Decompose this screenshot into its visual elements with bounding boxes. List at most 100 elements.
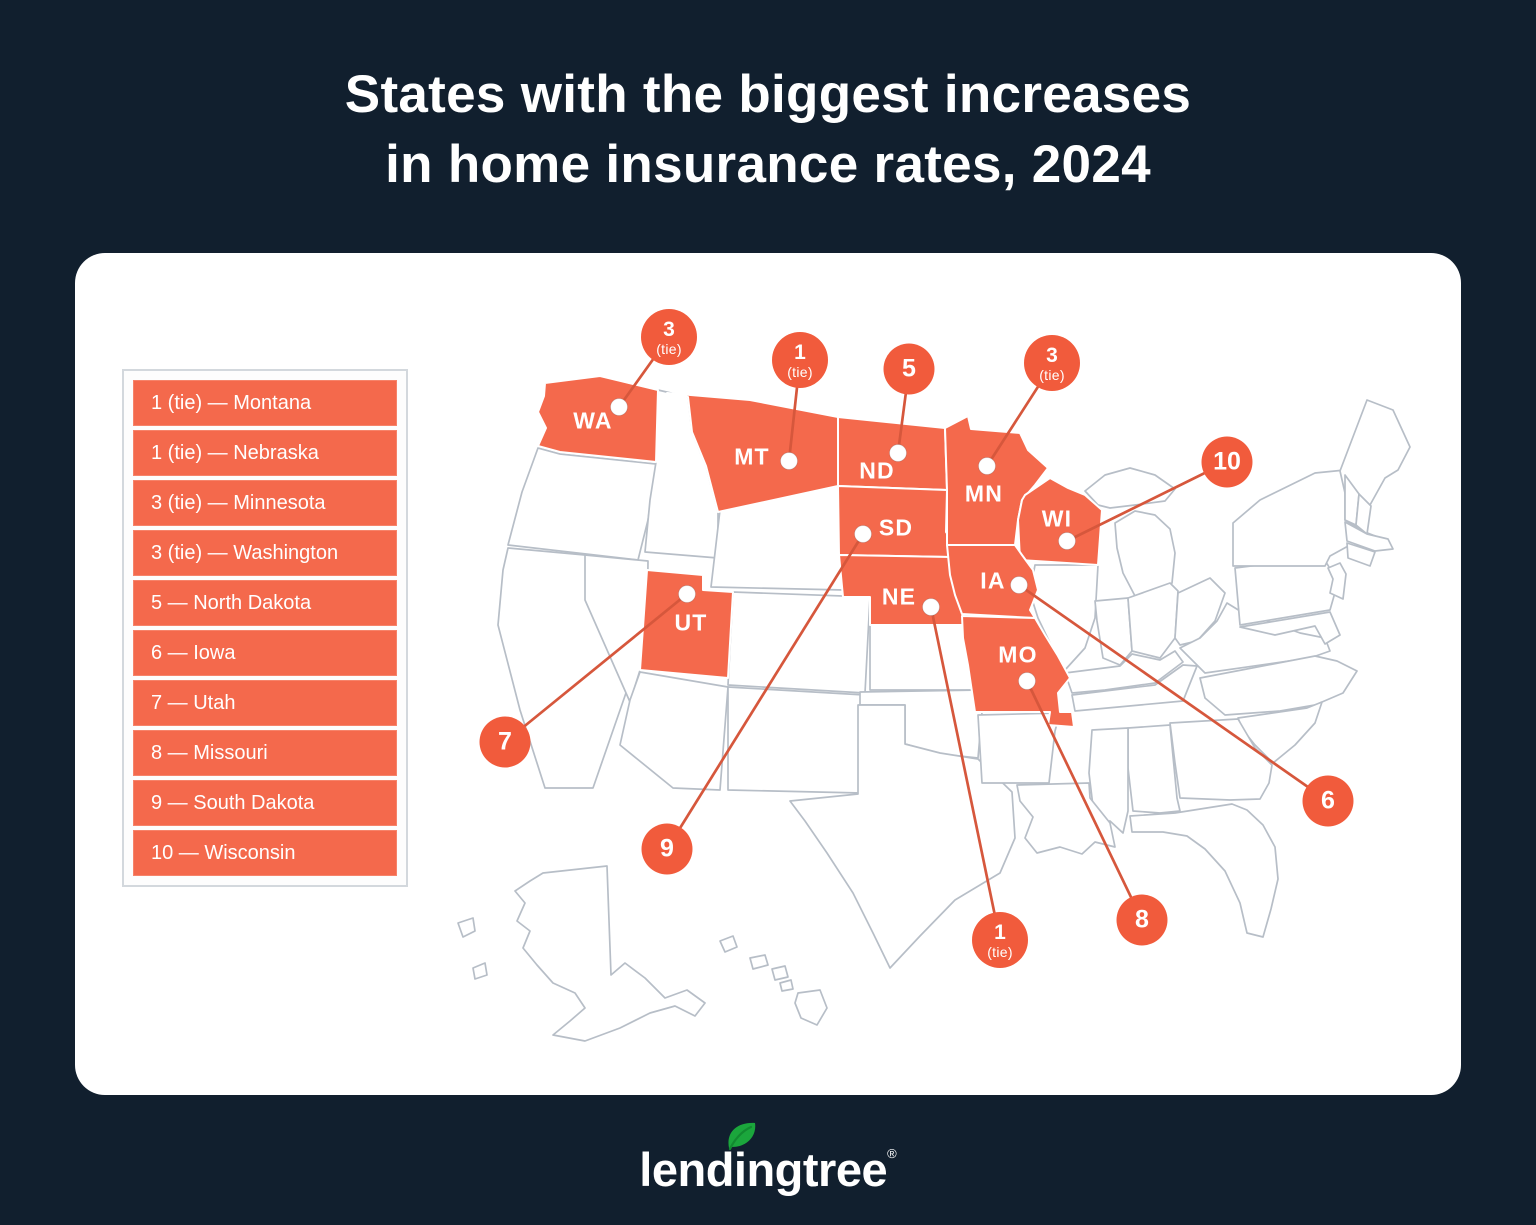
state-label-mt: MT	[734, 443, 770, 470]
state-ma	[1344, 521, 1394, 552]
legend-item-7: 7 — Utah	[133, 680, 397, 726]
state-ga	[1169, 718, 1273, 801]
callout-rank: 3	[663, 317, 675, 341]
state-nm	[727, 686, 866, 794]
callout-bubble-ne: 1 (tie)	[972, 912, 1028, 968]
state-wi	[1017, 477, 1103, 566]
state-dot-ia	[1010, 576, 1028, 594]
callout-tie-label: (tie)	[987, 943, 1013, 960]
callout-bubble-mn: 3 (tie)	[1024, 335, 1080, 391]
state-dot-wi	[1058, 532, 1076, 550]
callout-rank: 1	[794, 340, 806, 364]
state-label-mn: MN	[964, 480, 1004, 507]
state-label-wi: WI	[1041, 505, 1073, 532]
callout-line-ne	[929, 606, 1002, 941]
state-nc	[1199, 655, 1358, 716]
state-label-ut: UT	[674, 609, 708, 636]
callout-rank: 9	[660, 834, 674, 863]
callout-tie-label: (tie)	[787, 363, 813, 380]
legend-item-label: 3 (tie) — Washington	[151, 541, 339, 564]
title-line-2: in home insurance rates, 2024	[385, 135, 1151, 195]
legend-item-6: 6 — Iowa	[133, 630, 397, 676]
state-or	[507, 447, 657, 561]
state-hi-oahu	[749, 954, 769, 970]
state-label-ia: IA	[980, 567, 1006, 594]
map-states-base	[457, 389, 1411, 1042]
state-co	[727, 591, 871, 694]
map-card: WA MT ND MN SD WI IA NE UT MO 3 (tie) 1 …	[75, 253, 1461, 1095]
state-ar	[977, 712, 1061, 784]
legend-item-8: 8 — Missouri	[133, 730, 397, 776]
state-dot-mt	[780, 452, 798, 470]
state-dot-mo	[1018, 672, 1036, 690]
callout-tie-label: (tie)	[1039, 366, 1065, 383]
state-dot-wa	[610, 398, 628, 416]
callout-line-sd	[665, 533, 865, 850]
registered-mark: ®	[887, 1146, 897, 1161]
legend-item-label: 10 — Wisconsin	[151, 841, 296, 864]
logo-part-2: ngtree	[746, 1143, 888, 1196]
state-dot-sd	[854, 525, 872, 543]
state-label-ne: NE	[881, 583, 917, 610]
state-la	[1016, 782, 1116, 855]
page-title: States with the biggest increases in hom…	[0, 60, 1536, 201]
state-az	[619, 671, 729, 791]
state-in	[1094, 597, 1133, 666]
state-label-nd: ND	[859, 457, 895, 484]
logo-part-1: lend	[639, 1143, 734, 1196]
state-ak-island	[457, 917, 476, 938]
callout-rank: 7	[498, 727, 512, 756]
state-ct-ri	[1346, 542, 1376, 567]
state-dot-ne	[922, 598, 940, 616]
legend-item-2: 1 (tie) — Nebraska	[133, 430, 397, 476]
state-ak-island-2	[472, 962, 488, 980]
legend-item-3: 3 (tie) — Minnesota	[133, 480, 397, 526]
callout-rank: 6	[1321, 786, 1335, 815]
legend-item-10: 10 — Wisconsin	[133, 830, 397, 876]
legend-item-label: 1 (tie) — Nebraska	[151, 441, 319, 464]
rank-legend: 1 (tie) — Montana 1 (tie) — Nebraska 3 (…	[122, 369, 408, 887]
callout-rank: 8	[1135, 905, 1149, 934]
us-map	[457, 336, 1411, 1042]
callout-line-ia	[1018, 583, 1329, 803]
lendingtree-logo: lend ingtree®	[0, 1122, 1536, 1196]
callout-line-mo	[1025, 680, 1144, 921]
callout-rank: 10	[1213, 447, 1241, 476]
legend-item-label: 8 — Missouri	[151, 741, 268, 764]
state-mo	[961, 615, 1075, 728]
title-line-1: States with the biggest increases	[344, 65, 1192, 124]
callout-bubble-ia: 6	[1302, 775, 1354, 827]
state-mi-upper-peninsula	[1084, 467, 1176, 509]
callout-rank: 5	[902, 354, 916, 383]
state-hi-kauai	[719, 935, 738, 953]
callout-bubble-sd: 9	[641, 823, 693, 875]
callout-bubble-mt: 1 (tie)	[772, 332, 828, 388]
state-label-sd: SD	[878, 514, 914, 541]
callout-bubble-ut: 7	[479, 716, 531, 768]
state-ak	[514, 865, 706, 1042]
state-hi-big-island	[794, 989, 828, 1026]
state-md-de	[1239, 611, 1341, 645]
state-dot-mn	[978, 457, 996, 475]
legend-item-label: 5 — North Dakota	[151, 591, 312, 614]
logo-wordmark: lend ingtree®	[639, 1122, 897, 1196]
legend-item-label: 6 — Iowa	[151, 641, 236, 664]
legend-item-label: 7 — Utah	[151, 691, 236, 714]
state-hi-molokai	[771, 965, 789, 981]
state-fl	[1129, 803, 1279, 938]
callout-bubble-wi: 10	[1201, 436, 1253, 488]
state-ia	[946, 544, 1039, 619]
legend-item-label: 1 (tie) — Montana	[151, 391, 312, 414]
state-dot-ut	[678, 585, 696, 603]
state-ms	[1088, 727, 1129, 834]
state-hi-maui	[779, 979, 794, 992]
legend-item-label: 3 (tie) — Minnesota	[151, 491, 326, 514]
state-dots	[610, 398, 1076, 690]
state-dot-nd	[889, 444, 907, 462]
legend-item-1: 1 (tie) — Montana	[133, 380, 397, 426]
callout-line-wi	[1066, 460, 1228, 543]
state-tx	[789, 704, 1016, 969]
leaf-icon	[728, 1122, 756, 1151]
callout-rank: 3	[1046, 343, 1058, 367]
